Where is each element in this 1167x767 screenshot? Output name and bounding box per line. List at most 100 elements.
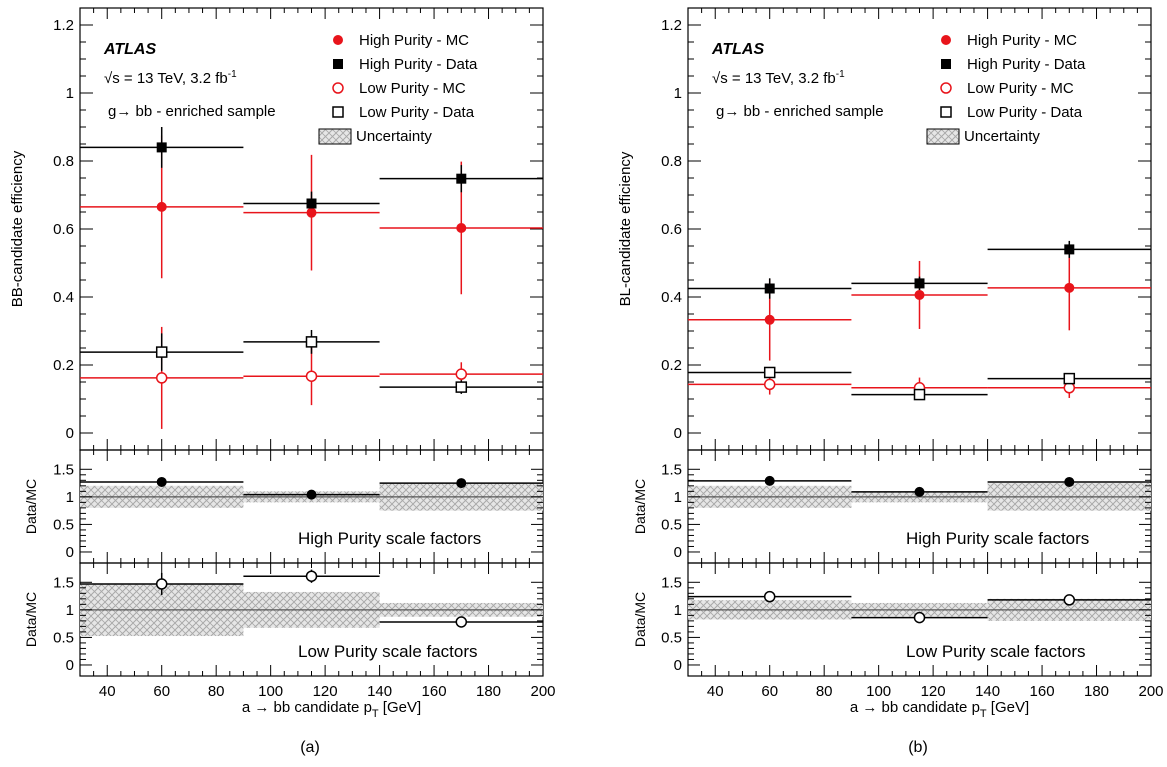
legend-label: Low Purity - MC <box>967 80 1074 97</box>
legend-marker <box>332 82 344 94</box>
ratio-y-tick-label: 0.5 <box>53 629 74 646</box>
ratio-y-tick-label: 0 <box>674 544 682 561</box>
legend-item: High Purity - MC <box>333 32 469 49</box>
data-point <box>763 378 776 391</box>
data-point <box>155 346 168 358</box>
ratio-point <box>456 478 467 489</box>
data-point <box>764 283 775 294</box>
legend-label: High Purity - MC <box>359 32 469 49</box>
x-tick-label: 140 <box>975 683 1000 700</box>
x-axis-label: a → bb candidate pT [GeV] <box>242 699 421 720</box>
ratio-y-tick-label: 1 <box>674 602 682 619</box>
ratio-y-axis-label: Data/MC <box>632 479 648 534</box>
y-tick-label: 0.8 <box>53 153 74 170</box>
ratio-y-tick-label: 0.5 <box>661 629 682 646</box>
y-tick-label: 0.6 <box>53 221 74 238</box>
atlas-label: ATLAS <box>103 41 156 58</box>
y-axis-label: BB-candidate efficiency <box>9 150 26 307</box>
y-tick-label: 0.2 <box>53 357 74 374</box>
legend-item: Uncertainty <box>318 128 432 145</box>
energy-label: √s = 13 TeV, 3.2 fb-1 <box>104 69 237 87</box>
legend-marker <box>941 35 951 45</box>
x-tick-label: 160 <box>1030 683 1055 700</box>
data-point <box>456 222 467 233</box>
x-tick-label: 100 <box>258 683 283 700</box>
y-tick-label: 0 <box>674 425 682 442</box>
legend-marker <box>940 82 952 94</box>
legend-label: Low Purity - Data <box>359 104 475 121</box>
x-axis-label-unit: [GeV] <box>379 699 422 716</box>
x-tick-label: 100 <box>866 683 891 700</box>
legend-item: Low Purity - MC <box>940 80 1074 97</box>
ratio-y-axis-label: Data/MC <box>23 479 39 534</box>
ratio-point <box>913 611 926 624</box>
legend-item: High Purity - Data <box>941 56 1086 73</box>
ratio-point <box>914 486 925 497</box>
scale-factor-label: Low Purity scale factors <box>298 642 478 661</box>
ratio-y-tick-label: 0 <box>66 657 74 674</box>
x-axis-label-unit: [GeV] <box>987 699 1030 716</box>
data-point <box>156 201 167 212</box>
ratio-y-tick-label: 0 <box>674 657 682 674</box>
y-tick-label: 0.8 <box>661 153 682 170</box>
data-point <box>455 381 468 393</box>
x-tick-label: 120 <box>921 683 946 700</box>
energy-label-sup: -1 <box>836 69 845 80</box>
legend-marker <box>940 106 952 118</box>
sample-label: g→ bb - enriched sample <box>716 103 884 120</box>
x-axis-label-sub: T <box>372 708 379 720</box>
x-tick-label: 80 <box>816 683 833 700</box>
ratio-y-tick-label: 0.5 <box>661 516 682 533</box>
x-tick-label: 140 <box>367 683 392 700</box>
ratio-y-axis-label: Data/MC <box>632 592 648 647</box>
ratio-pad-high: 0 0.5 1 1.5 High Purity scale factors Data/MC <box>632 461 1151 561</box>
ratio-point <box>1063 594 1076 606</box>
ratio-point <box>155 578 168 590</box>
ratio-y-tick-label: 1 <box>674 489 682 506</box>
x-tick-label: 40 <box>99 683 116 700</box>
x-tick-label: 60 <box>761 683 778 700</box>
data-point <box>456 173 467 184</box>
x-tick-label: 120 <box>313 683 338 700</box>
legend-item: Uncertainty <box>926 128 1040 145</box>
y-axis-label: BL-candidate efficiency <box>617 151 634 306</box>
y-tick-label: 1 <box>66 85 74 102</box>
ratio-point <box>763 590 776 603</box>
data-point <box>156 142 167 153</box>
data-point <box>914 278 925 289</box>
legend-label: Low Purity - Data <box>967 104 1083 121</box>
ratio-pad-high: 0 0.5 1 1.5 High Purity scale factors Data/MC <box>23 461 543 561</box>
x-tick-label: 200 <box>530 683 555 700</box>
data-point <box>1063 372 1076 385</box>
markers-high-purity-data <box>764 244 1075 294</box>
legend-label: High Purity - Data <box>967 56 1086 73</box>
legend-label: High Purity - Data <box>359 56 478 73</box>
legend-marker <box>333 35 343 45</box>
panel-caption: (b) <box>908 739 928 756</box>
markers-low-purity-data <box>763 366 1076 401</box>
x-tick-label: 180 <box>476 683 501 700</box>
markers-low-purity-mc <box>155 368 468 384</box>
data-point <box>305 370 318 382</box>
y-tick-label: 1 <box>674 85 682 102</box>
ratio-point <box>764 475 775 486</box>
legend-item: High Purity - MC <box>941 32 1077 49</box>
x-tick-label: 80 <box>208 683 225 700</box>
x-tick-label: 200 <box>1138 683 1163 700</box>
data-point <box>305 336 318 348</box>
energy-label-sup: -1 <box>228 69 237 80</box>
legend-marker <box>941 59 951 69</box>
x-tick-label: 40 <box>707 683 724 700</box>
legend-item: High Purity - Data <box>333 56 478 73</box>
ratio-y-tick-label: 0 <box>66 544 74 561</box>
ratio-point <box>156 476 167 487</box>
legend-marker <box>332 106 344 118</box>
y-tick-label: 0.6 <box>661 221 682 238</box>
scale-factor-label: High Purity scale factors <box>298 529 481 548</box>
energy-label-text: √s = 13 TeV, 3.2 fb <box>712 70 836 87</box>
energy-label-text: √s = 13 TeV, 3.2 fb <box>104 70 228 87</box>
